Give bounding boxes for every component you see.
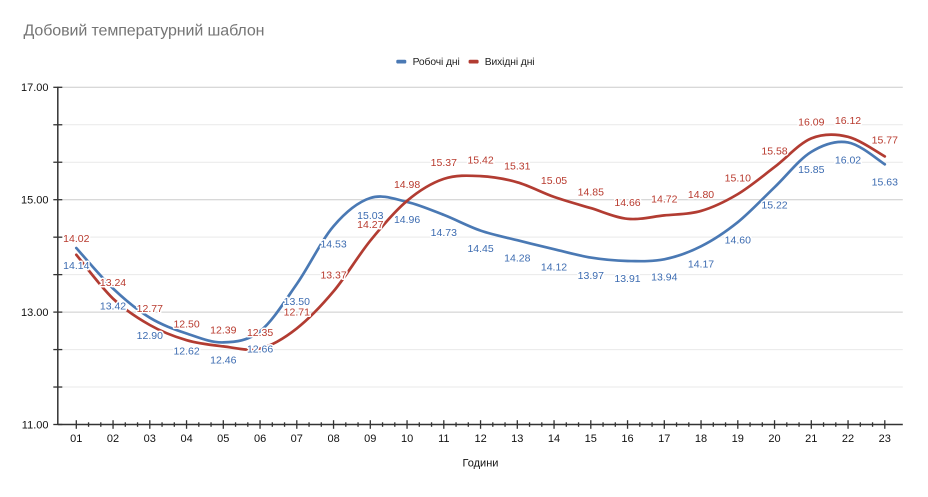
svg-text:14.80: 14.80 (688, 189, 714, 201)
svg-text:12.62: 12.62 (173, 346, 199, 358)
svg-text:14.73: 14.73 (431, 227, 457, 239)
svg-text:15.37: 15.37 (431, 157, 457, 169)
svg-text:07: 07 (291, 433, 303, 445)
svg-text:16: 16 (621, 433, 633, 445)
svg-text:18: 18 (695, 433, 707, 445)
svg-text:14.60: 14.60 (725, 234, 751, 246)
svg-text:14.98: 14.98 (394, 179, 420, 191)
svg-text:13.94: 13.94 (651, 272, 677, 284)
svg-text:14: 14 (548, 433, 560, 445)
svg-text:15.00: 15.00 (21, 195, 49, 207)
svg-text:12.39: 12.39 (210, 325, 236, 337)
svg-text:Години: Години (463, 457, 499, 469)
svg-text:14.66: 14.66 (614, 197, 640, 209)
svg-text:14.85: 14.85 (578, 186, 604, 198)
svg-text:05: 05 (217, 433, 229, 445)
svg-text:17: 17 (658, 433, 670, 445)
svg-text:13.91: 13.91 (614, 273, 640, 285)
svg-text:03: 03 (144, 433, 156, 445)
svg-text:04: 04 (180, 433, 192, 445)
svg-text:12.90: 12.90 (137, 330, 163, 342)
svg-text:15.22: 15.22 (761, 200, 787, 212)
svg-text:11.00: 11.00 (22, 419, 49, 431)
svg-text:06: 06 (254, 433, 266, 445)
svg-text:14.17: 14.17 (688, 259, 714, 271)
svg-text:15.77: 15.77 (872, 135, 898, 147)
svg-text:15.58: 15.58 (761, 145, 787, 157)
svg-text:15.85: 15.85 (798, 164, 824, 176)
svg-text:17.00: 17.00 (21, 82, 49, 94)
svg-text:22: 22 (842, 433, 854, 445)
svg-text:15: 15 (585, 433, 597, 445)
svg-text:11: 11 (438, 433, 449, 445)
svg-text:14.53: 14.53 (320, 238, 346, 250)
svg-text:15.63: 15.63 (872, 177, 898, 189)
svg-text:13.00: 13.00 (21, 307, 49, 319)
svg-text:08: 08 (327, 433, 339, 445)
svg-text:15.03: 15.03 (357, 210, 383, 222)
svg-text:20: 20 (768, 433, 780, 445)
svg-text:14.96: 14.96 (394, 214, 420, 226)
svg-text:12.50: 12.50 (173, 318, 199, 330)
svg-text:13.50: 13.50 (284, 296, 310, 308)
svg-text:15.10: 15.10 (725, 172, 751, 184)
svg-text:23: 23 (879, 433, 891, 445)
svg-text:12.71: 12.71 (284, 307, 310, 319)
svg-text:13: 13 (511, 433, 523, 445)
svg-text:14.28: 14.28 (504, 252, 530, 264)
svg-text:Вихідні дні: Вихідні дні (485, 57, 535, 68)
svg-text:16.12: 16.12 (835, 115, 861, 127)
svg-text:10: 10 (401, 433, 413, 445)
svg-text:16.02: 16.02 (835, 155, 861, 167)
svg-text:13.42: 13.42 (100, 301, 126, 313)
svg-text:14.72: 14.72 (651, 194, 677, 206)
svg-text:14.02: 14.02 (63, 233, 89, 245)
svg-text:02: 02 (107, 433, 119, 445)
svg-text:Добовий температурний шаблон: Добовий температурний шаблон (24, 23, 265, 40)
svg-text:19: 19 (732, 433, 744, 445)
svg-text:01: 01 (70, 433, 82, 445)
svg-text:12.46: 12.46 (210, 355, 236, 367)
svg-text:15.31: 15.31 (504, 161, 530, 173)
svg-text:12.77: 12.77 (137, 303, 163, 315)
svg-text:21: 21 (805, 433, 817, 445)
svg-text:14.12: 14.12 (541, 261, 567, 273)
svg-text:13.97: 13.97 (578, 270, 604, 282)
svg-text:12.35: 12.35 (247, 327, 273, 339)
svg-text:14.14: 14.14 (63, 260, 89, 272)
svg-text:12.66: 12.66 (247, 343, 273, 355)
svg-text:Робочі дні: Робочі дні (413, 56, 460, 68)
svg-text:12: 12 (474, 433, 486, 445)
svg-text:13.37: 13.37 (320, 270, 346, 282)
svg-text:13.24: 13.24 (100, 277, 126, 289)
svg-text:16.09: 16.09 (798, 117, 824, 129)
svg-text:15.05: 15.05 (541, 175, 567, 187)
svg-text:14.27: 14.27 (357, 219, 383, 231)
svg-text:15.42: 15.42 (467, 154, 493, 166)
svg-text:14.45: 14.45 (467, 243, 493, 255)
svg-text:09: 09 (364, 433, 376, 445)
